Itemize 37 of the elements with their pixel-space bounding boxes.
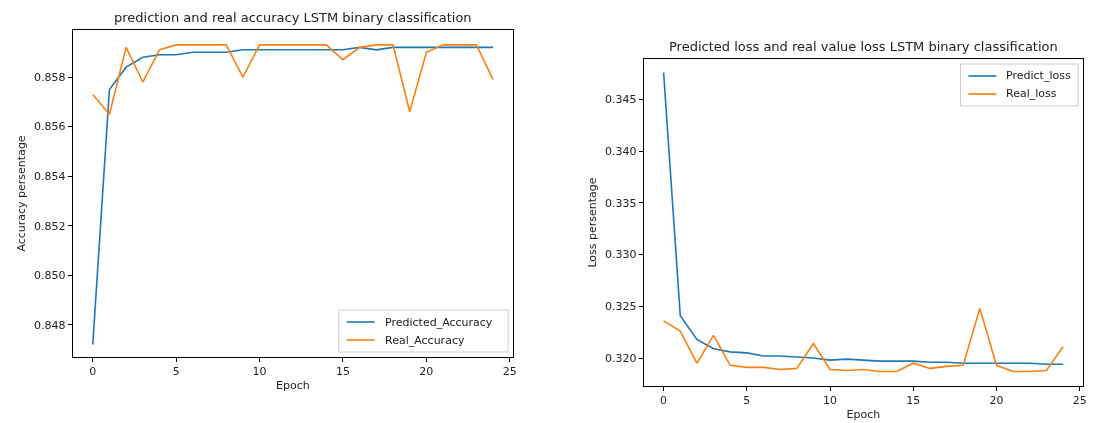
y-axis-title: Accuracy persentage: [14, 135, 28, 252]
x-tick-label: 25: [1072, 394, 1087, 408]
x-axis-title: Epoch: [846, 408, 881, 422]
chart-title: Predicted loss and real value loss LSTM binary classification: [669, 39, 1058, 54]
x-axis-title: Epoch: [276, 379, 310, 393]
y-tick-label: 0.854: [34, 170, 66, 184]
x-tick-label: 10: [252, 365, 267, 379]
x-tick-label: 20: [989, 394, 1004, 408]
y-axis-title: Loss persentage: [585, 177, 599, 268]
y-tick-label: 0.858: [34, 70, 66, 84]
x-tick-label: 20: [419, 365, 434, 379]
legend-label: Real_Accuracy: [385, 334, 465, 347]
x-tick-label: 0: [89, 365, 97, 379]
x-tick-label: 15: [906, 394, 921, 408]
line-series: [91, 46, 494, 346]
legend-label: Real_loss: [1006, 87, 1057, 100]
y-tick-label: 0.335: [604, 196, 637, 210]
y-tick-label: 0.345: [604, 93, 637, 107]
x-tick-label: 25: [502, 365, 517, 379]
y-tick-label: 0.320: [604, 351, 637, 365]
y-tick-label: 0.848: [34, 318, 66, 332]
y-tick-label: 0.340: [604, 144, 637, 158]
legend-label: Predicted_Accuracy: [385, 316, 493, 329]
y-tick-label: 0.325: [604, 300, 637, 314]
legend-label: Predict_loss: [1006, 69, 1071, 82]
y-tick-label: 0.852: [34, 219, 66, 233]
x-tick-label: 5: [743, 394, 751, 408]
y-tick-label: 0.330: [604, 248, 637, 262]
y-tick-label: 0.850: [34, 269, 66, 283]
x-tick-label: 0: [660, 394, 668, 408]
x-tick-label: 15: [335, 365, 350, 379]
line-series: [91, 44, 494, 116]
x-tick-label: 10: [823, 394, 838, 408]
line-series: [662, 307, 1064, 373]
chart-title: prediction and real accuracy LSTM binary classification: [114, 10, 472, 25]
x-tick-label: 5: [172, 365, 180, 379]
y-tick-label: 0.856: [34, 120, 66, 134]
